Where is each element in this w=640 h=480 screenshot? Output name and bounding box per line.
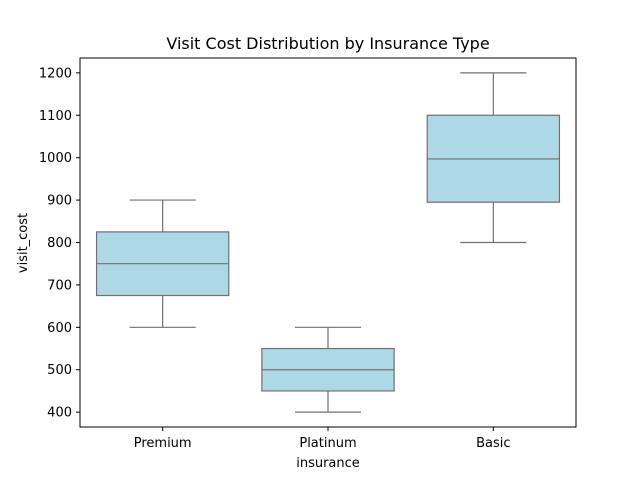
y-tick-label: 600 xyxy=(47,321,72,336)
y-tick-label: 800 xyxy=(47,236,72,251)
box-platinum xyxy=(261,326,395,413)
y-tick-label: 400 xyxy=(47,406,72,421)
x-axis: Premium Platinum Basic xyxy=(134,427,511,451)
x-tick-label: Premium xyxy=(134,436,192,451)
y-tick-label: 1000 xyxy=(39,151,72,166)
plot-area xyxy=(95,72,561,413)
y-axis-label: visit_cost xyxy=(16,213,31,273)
y-tick-label: 500 xyxy=(47,363,72,378)
y-tick-label: 1200 xyxy=(39,66,72,81)
y-tick-label: 1100 xyxy=(39,109,72,124)
x-axis-label: insurance xyxy=(296,456,360,471)
x-tick-label: Platinum xyxy=(299,436,356,451)
box-basic xyxy=(426,72,561,244)
chart-title: Visit Cost Distribution by Insurance Typ… xyxy=(166,34,489,53)
box-premium xyxy=(95,199,230,328)
y-tick-label: 700 xyxy=(47,278,72,293)
y-tick-label: 900 xyxy=(47,194,72,209)
y-axis: 400 500 600 700 800 900 1000 1100 1200 xyxy=(39,66,80,421)
x-tick-label: Basic xyxy=(476,436,510,451)
